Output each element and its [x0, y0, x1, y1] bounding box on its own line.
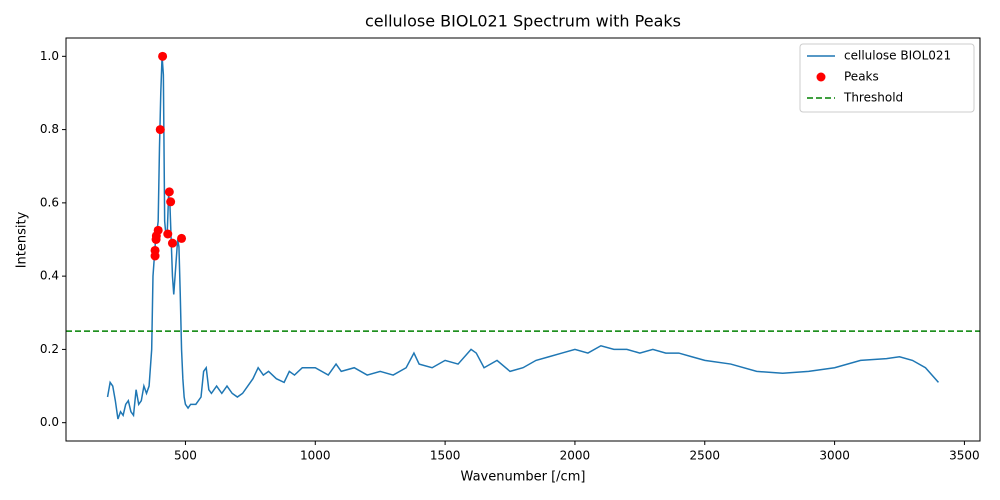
- y-tick-label: 0.4: [40, 269, 59, 283]
- peak-point: [164, 187, 174, 197]
- x-tick-label: 1000: [300, 449, 331, 463]
- x-tick-label: 2500: [689, 449, 720, 463]
- x-axis-label: Wavenumber [/cm]: [461, 470, 586, 485]
- legend-marker: [816, 72, 826, 82]
- peak-point: [158, 51, 168, 61]
- peak-point: [166, 197, 176, 207]
- legend-label: cellulose BIOL021: [844, 49, 951, 63]
- peak-point: [150, 245, 160, 255]
- peak-point: [167, 238, 177, 248]
- x-tick-label: 3000: [819, 449, 850, 463]
- chart-title: cellulose BIOL021 Spectrum with Peaks: [365, 12, 681, 31]
- y-tick-label: 0.0: [40, 415, 59, 429]
- spectrum-line: [106, 56, 940, 420]
- y-tick-label: 0.8: [40, 122, 59, 136]
- y-tick-label: 0.6: [40, 195, 59, 209]
- legend-label: Threshold: [843, 91, 903, 105]
- peak-point: [155, 125, 165, 135]
- x-tick-label: 2000: [560, 449, 591, 463]
- x-tick-label: 500: [174, 449, 197, 463]
- legend-label: Peaks: [844, 70, 879, 84]
- legend-box: [799, 43, 975, 113]
- y-tick-label: 0.2: [40, 342, 59, 356]
- plot-frame: [65, 37, 981, 442]
- x-tick-label: 3500: [949, 449, 980, 463]
- y-tick-label: 1.0: [40, 49, 59, 63]
- x-tick-label: 1500: [430, 449, 461, 463]
- peak-point: [177, 233, 187, 243]
- peak-point: [163, 229, 173, 239]
- peak-point: [153, 225, 163, 235]
- y-axis-label: Intensity: [15, 211, 30, 268]
